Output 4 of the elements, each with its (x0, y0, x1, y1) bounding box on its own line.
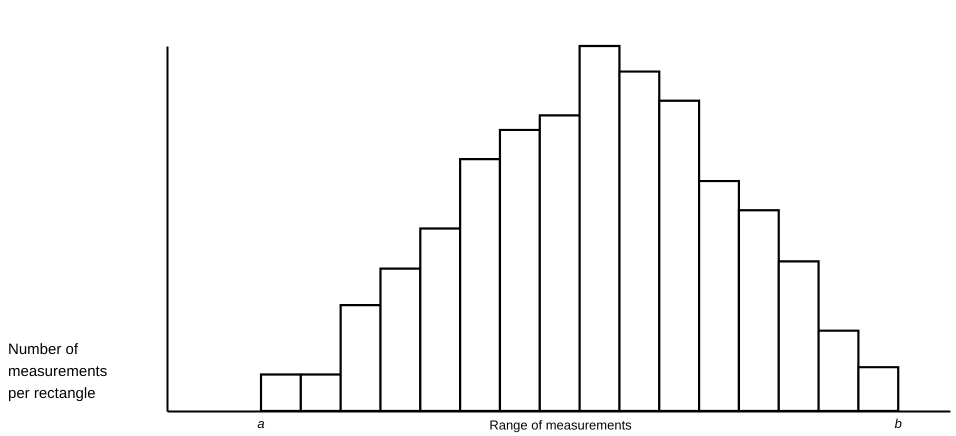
text: b (894, 416, 902, 431)
x-axis-title: Range of measurements (489, 418, 632, 432)
text: Number of measurements per rectangle (8, 341, 108, 402)
text: a (257, 416, 265, 431)
